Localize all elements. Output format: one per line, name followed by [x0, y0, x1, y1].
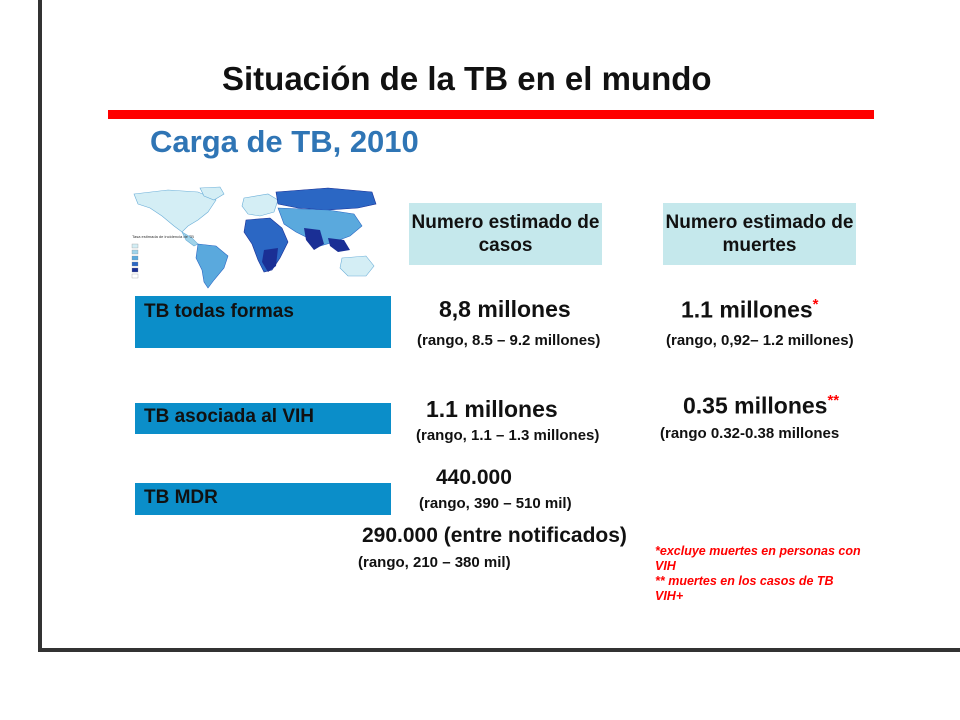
cases-value-hiv: 1.1 millones: [426, 396, 558, 422]
map-legend-title: Tasa estimada de incidencia de TB: [132, 234, 194, 239]
map-greenland: [199, 186, 225, 201]
cases-range-mdr: (rango, 390 – 510 mil): [419, 495, 572, 512]
footnotes: *excluye muertes en personas con VIH ** …: [655, 544, 865, 604]
map-legend-swatch: [131, 255, 139, 261]
map-southeast-asia: [328, 238, 350, 252]
map-north-america: [133, 189, 217, 233]
cases-value-mdr: 440.000: [436, 466, 512, 489]
cases-value-all-forms: 8,8 millones: [439, 296, 571, 322]
slide-subtitle: Carga de TB, 2010: [150, 124, 419, 159]
map-russia: [275, 187, 377, 211]
deaths-value-all-forms: 1.1 millones*: [681, 296, 819, 324]
deaths-number-hiv: 0.35 millones: [683, 392, 828, 419]
world-incidence-map: Tasa estimada de incidencia de TB: [131, 186, 377, 289]
footnote-1: *excluye muertes en personas con VIH: [655, 544, 861, 573]
footnote-mark-double: **: [827, 392, 840, 409]
deaths-number-all-forms: 1.1 millones: [681, 296, 813, 323]
deaths-range-all-forms: (rango, 0,92– 1.2 millones): [666, 332, 854, 349]
map-legend-swatch: [131, 249, 139, 255]
map-southern-africa: [262, 248, 278, 272]
slide-title: Situación de la TB en el mundo: [222, 60, 712, 97]
map-africa: [243, 217, 289, 273]
deaths-range-hiv: (rango 0.32-0.38 millones: [660, 425, 840, 442]
cases-range-all-forms: (rango, 8.5 – 9.2 millones): [417, 332, 601, 349]
notified-value: 290.000 (entre notificados): [362, 524, 627, 547]
map-legend-swatch: [131, 261, 139, 267]
header-estimated-cases: Numero estimado de casos: [409, 203, 602, 265]
map-central-america: [181, 231, 199, 247]
map-legend-swatch: [131, 243, 139, 249]
map-south-asia: [304, 228, 324, 250]
footnote-2: ** muertes en los casos de TB VIH+: [655, 574, 834, 603]
cases-range-hiv: (rango, 1.1 – 1.3 millones): [416, 427, 600, 444]
title-underline: [108, 110, 874, 119]
map-legend-swatch: [131, 273, 139, 279]
row-label-tb-all-forms: TB todas formas: [135, 296, 391, 348]
notified-range: (rango, 210 – 380 mil): [358, 554, 511, 571]
row-label-tb-mdr: TB MDR: [135, 483, 391, 515]
map-europe: [241, 193, 279, 217]
slide-frame: [38, 0, 960, 652]
map-australia: [339, 255, 375, 277]
deaths-value-hiv: 0.35 millones**: [683, 392, 839, 420]
row-label-tb-hiv: TB asociada al VIH: [135, 403, 391, 434]
map-legend-swatch: [131, 267, 139, 273]
footnote-mark-single: *: [812, 296, 819, 313]
header-estimated-deaths: Numero estimado de muertes: [663, 203, 856, 265]
map-south-america: [195, 243, 229, 289]
